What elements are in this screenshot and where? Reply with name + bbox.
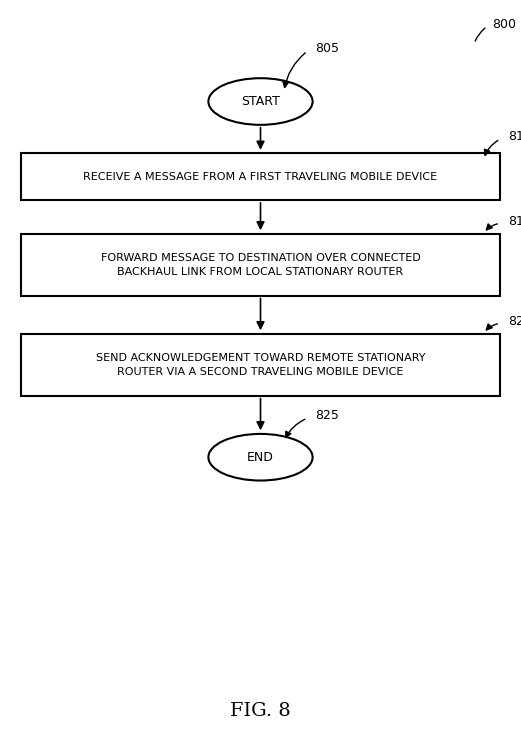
Text: FORWARD MESSAGE TO DESTINATION OVER CONNECTED
BACKHAUL LINK FROM LOCAL STATIONAR: FORWARD MESSAGE TO DESTINATION OVER CONN… [101, 253, 420, 277]
Text: 815: 815 [508, 214, 521, 228]
Ellipse shape [208, 434, 313, 481]
Text: RECEIVE A MESSAGE FROM A FIRST TRAVELING MOBILE DEVICE: RECEIVE A MESSAGE FROM A FIRST TRAVELING… [83, 171, 438, 182]
Text: 810: 810 [508, 130, 521, 144]
Text: FIG. 8: FIG. 8 [230, 702, 291, 720]
Text: 820: 820 [508, 314, 521, 328]
Text: SEND ACKNOWLEDGEMENT TOWARD REMOTE STATIONARY
ROUTER VIA A SECOND TRAVELING MOBI: SEND ACKNOWLEDGEMENT TOWARD REMOTE STATI… [96, 353, 425, 377]
Text: END: END [247, 450, 274, 464]
Text: 800: 800 [492, 17, 516, 31]
Ellipse shape [208, 78, 313, 125]
FancyBboxPatch shape [21, 234, 500, 296]
Text: 825: 825 [315, 409, 339, 423]
Text: 805: 805 [315, 42, 339, 56]
FancyBboxPatch shape [21, 153, 500, 200]
Text: START: START [241, 95, 280, 108]
FancyBboxPatch shape [21, 334, 500, 396]
